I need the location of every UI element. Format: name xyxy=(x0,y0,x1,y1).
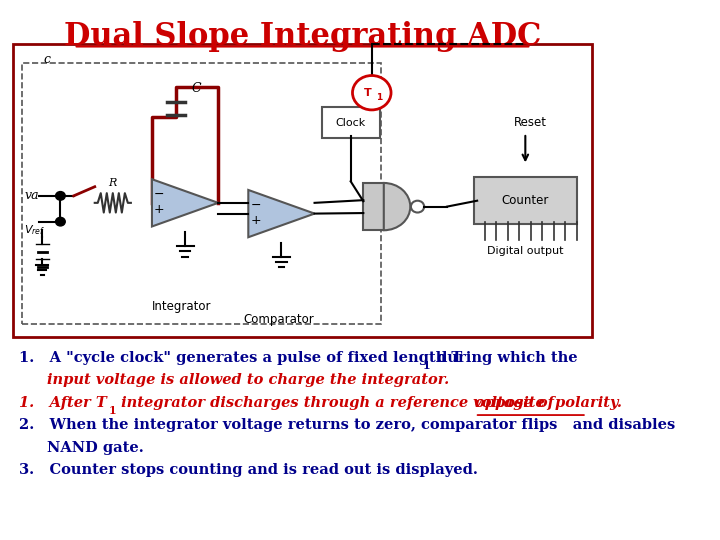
Bar xyxy=(14,44,592,337)
Polygon shape xyxy=(248,190,315,237)
Text: Digital output: Digital output xyxy=(487,246,564,256)
Text: 1.   After T: 1. After T xyxy=(19,396,107,410)
Text: 2.   When the integrator voltage returns to zero, comparator flips   and disable: 2. When the integrator voltage returns t… xyxy=(19,418,675,433)
Text: C: C xyxy=(191,83,201,96)
Text: −: − xyxy=(251,199,261,212)
Text: 3.   Counter stops counting and is read out is displayed.: 3. Counter stops counting and is read ou… xyxy=(19,463,478,477)
Text: input voltage is allowed to charge the integrator.: input voltage is allowed to charge the i… xyxy=(47,373,449,387)
Text: Dual Slope Integrating ADC: Dual Slope Integrating ADC xyxy=(64,21,541,52)
Circle shape xyxy=(353,76,391,110)
Text: va: va xyxy=(24,190,39,202)
Circle shape xyxy=(55,192,66,200)
Text: Comparator: Comparator xyxy=(243,313,314,326)
Text: 1: 1 xyxy=(423,360,431,371)
Text: c: c xyxy=(43,53,50,66)
Text: 1.   A "cycle clock" generates a pulse of fixed length T: 1. A "cycle clock" generates a pulse of … xyxy=(19,350,463,365)
Text: $V_{ref}$: $V_{ref}$ xyxy=(24,224,45,237)
Text: Reset: Reset xyxy=(513,116,546,129)
Wedge shape xyxy=(384,183,410,230)
Text: NAND gate.: NAND gate. xyxy=(47,441,143,455)
FancyBboxPatch shape xyxy=(474,177,577,224)
Bar xyxy=(22,63,381,323)
Text: 1: 1 xyxy=(376,92,382,102)
Text: Integrator: Integrator xyxy=(153,300,212,313)
FancyBboxPatch shape xyxy=(323,107,379,138)
Text: during which the: during which the xyxy=(432,350,577,365)
Text: 1: 1 xyxy=(109,405,116,416)
Text: integrator discharges through a reference voltage of: integrator discharges through a referenc… xyxy=(117,396,559,410)
Circle shape xyxy=(55,218,66,226)
Circle shape xyxy=(411,201,424,213)
Text: Clock: Clock xyxy=(336,118,366,128)
Text: −: − xyxy=(154,188,164,201)
Text: +: + xyxy=(154,204,164,217)
Text: Counter: Counter xyxy=(502,194,549,207)
Text: R: R xyxy=(109,178,117,188)
Text: T: T xyxy=(364,87,372,98)
Text: opposite  polarity.: opposite polarity. xyxy=(474,396,622,410)
Polygon shape xyxy=(152,179,218,226)
Bar xyxy=(364,183,384,230)
Text: +: + xyxy=(251,214,261,227)
